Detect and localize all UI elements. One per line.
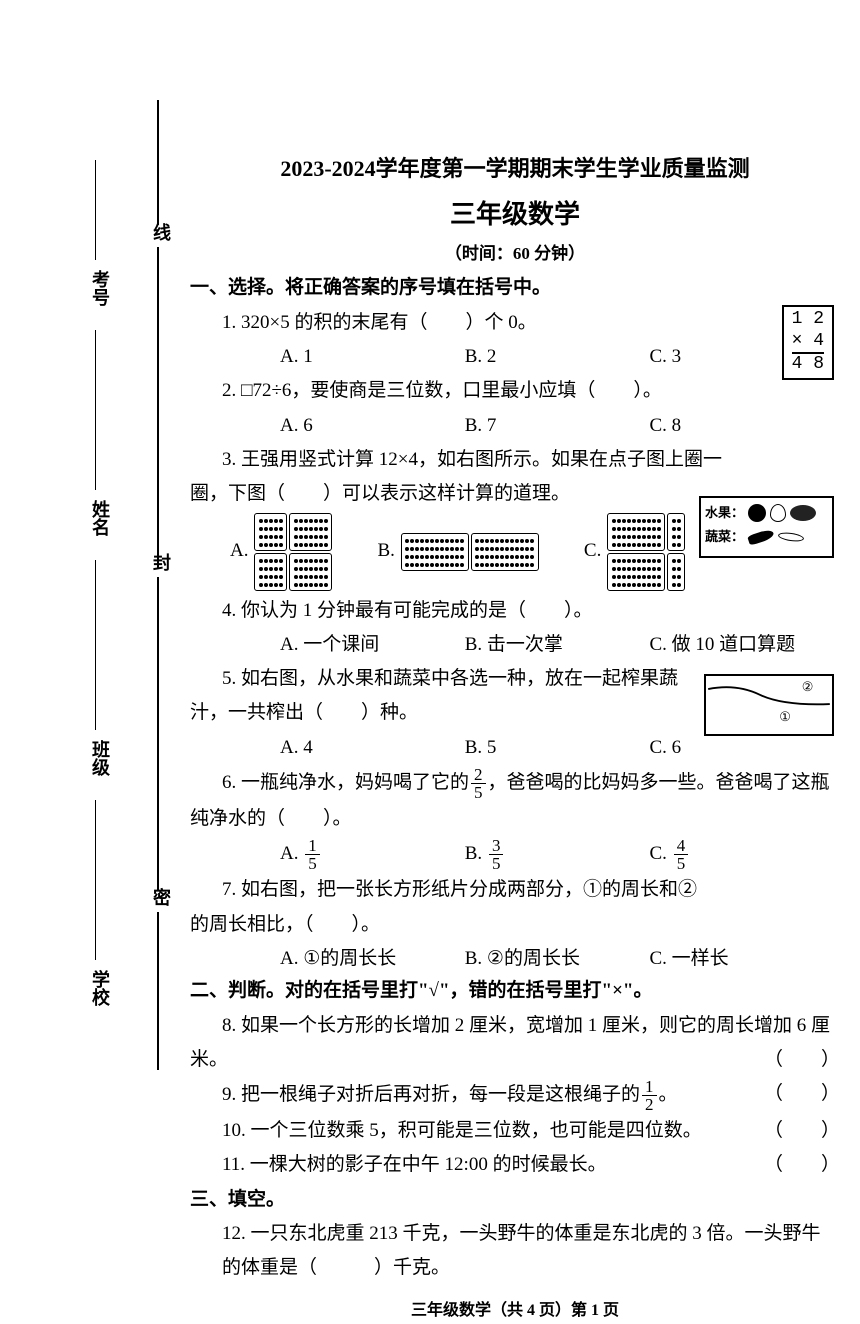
watermelon-icon [790,505,816,521]
q5-opt-b: B. 5 [465,732,645,764]
q3-line1: 3. 王强用竖式计算 12×4，如右图所示。如果在点子图上圈一 [190,444,840,476]
q3-opt-b: B. [377,513,538,591]
q10-paren: （ ） [764,1115,840,1147]
q6-options: A. 15 B. 35 C. 45 [190,837,840,872]
q7-line2: 的周长相比，（ ）。 [190,909,840,941]
peach-icon [748,504,766,522]
rectangle-figure: ② ① [704,674,834,736]
q12-line2: 的体重是（ ）千克。 [190,1252,840,1284]
q1-opt-c: C. 3 [650,341,682,373]
q6-opt-a: A. 15 [280,837,460,872]
q7-line1: 7. 如右图，把一张长方形纸片分成两部分，①的周长和② [190,874,840,906]
binding-char-mi: 密 [148,888,174,906]
q6-frac-main: 25 [471,766,486,801]
q3-opt-a: A. [230,513,332,591]
q9-frac: 12 [642,1078,657,1113]
q1-options: A. 1 B. 2 C. 3 [190,341,840,373]
page-title: 2023-2024学年度第一学期期末学生学业质量监测 [190,150,840,187]
q11-paren: （ ） [764,1149,840,1181]
veg-label: 蔬菜： [705,526,744,548]
page-subtitle: 三年级数学 [190,193,840,237]
q9: 9. 把一根绳子对折后再对折，每一段是这根绳子的12。 （ ） [190,1078,840,1113]
q9-content: 9. 把一根绳子对折后再对折，每一段是这根绳子的12。 [222,1078,678,1113]
q3-opt-b-label: B. [377,535,394,567]
q2-text: 2. □72÷6，要使商是三位数，口里最小应填（ ）。 [190,375,840,407]
q8-line1: 8. 如果一个长方形的长增加 2 厘米，宽增加 1 厘米，则它的周长增加 6 厘 [190,1010,840,1042]
exam-content: 2023-2024学年度第一学期期末学生学业质量监测 三年级数学 （时间：60 … [190,150,840,1324]
q1-opt-b: B. 2 [465,341,645,373]
dot-diagram-c [607,513,685,591]
q1-text: 1. 320×5 的积的末尾有（ ）个 0。 [190,307,840,339]
veg-row: 蔬菜： [705,526,828,548]
q2-opt-a: A. 6 [280,410,460,442]
fruit-row: 水果： [705,502,828,524]
q4-opt-b: B. 击一次掌 [465,629,645,661]
dot-diagram-b [401,533,539,571]
q10-text: 10. 一个三位数乘 5，积可能是三位数，也可能是四位数。 [222,1115,702,1147]
q2-options: A. 6 B. 7 C. 8 [190,410,840,442]
q6-opt-c: C. 45 [650,837,691,872]
q4-text: 4. 你认为 1 分钟最有可能完成的是（ ）。 [190,595,840,627]
fruit-veg-figure: 水果： 蔬菜： [699,496,834,558]
label-class: 班级 [87,740,113,776]
q1-opt-a: A. 1 [280,341,460,373]
q9-text-a: 9. 把一根绳子对折后再对折，每一段是这根绳子的 [222,1084,640,1105]
binding-char-feng: 封 [148,553,174,571]
section-1-heading: 一、选择。将正确答案的序号填在括号中。 [190,272,840,304]
q5-opt-a: A. 4 [280,732,460,764]
q5-opt-c: C. 6 [650,732,682,764]
mult-row1: 1 2 [792,309,824,331]
q6-line2: 纯净水的（ ）。 [190,803,840,835]
label-underline [95,160,96,260]
binding-margin: 线 封 密 学校 班级 姓名 考号 [105,100,165,1070]
label-underline [95,560,96,730]
q7-options: A. ①的周长长 B. ②的周长长 C. 一样长 [190,943,840,975]
q7-opt-b: B. ②的周长长 [465,943,645,975]
q4-opt-a: A. 一个课间 [280,629,460,661]
q6-text-a: 6. 一瓶纯净水，妈妈喝了它的 [222,772,469,793]
q11-text: 11. 一棵大树的影子在中午 12:00 的时候最长。 [222,1149,607,1181]
q9-text-b: 。 [659,1084,678,1105]
region-2-label: ② [802,679,814,694]
region-1-label: ① [779,709,791,724]
mult-row3: 4 8 [792,354,824,376]
binding-char-xian: 线 [148,223,174,241]
q6-text-b: ，爸爸喝的比妈妈多一些。爸爸喝了这瓶 [488,772,830,793]
q2-opt-c: C. 8 [650,410,682,442]
q2-opt-b: B. 7 [465,410,645,442]
label-examno: 考号 [87,270,113,306]
q7-opt-a: A. ①的周长长 [280,943,460,975]
pear-icon [770,504,786,522]
dot-diagram-a [254,513,332,591]
q4-options: A. 一个课间 B. 击一次掌 C. 做 10 道口算题 [190,629,840,661]
q3-opt-a-label: A. [230,535,248,567]
q6-line1: 6. 一瓶纯净水，妈妈喝了它的25，爸爸喝的比妈妈多一些。爸爸喝了这瓶 [190,766,840,801]
label-name: 姓名 [87,500,113,536]
q4-opt-c: C. 做 10 道口算题 [650,629,796,661]
carrot-icon [778,531,805,543]
q9-paren: （ ） [764,1078,840,1113]
section-3-heading: 三、填空。 [190,1184,840,1216]
multiplication-figure: 1 2 × 4 4 8 [782,305,834,380]
page-footer: 三年级数学（共 4 页）第 1 页 [190,1297,840,1324]
mult-row2: × 4 [792,331,824,355]
label-underline [95,800,96,960]
q10: 10. 一个三位数乘 5，积可能是三位数，也可能是四位数。 （ ） [190,1115,840,1147]
q12-line1: 12. 一只东北虎重 213 千克，一头野牛的体重是东北虎的 3 倍。一头野牛 [190,1218,840,1250]
q8-text: 米。 [190,1044,228,1076]
q7-opt-c: C. 一样长 [650,943,729,975]
label-underline [95,330,96,490]
q8-line2: 米。 （ ） [190,1044,840,1076]
q3-opt-c: C. [584,513,685,591]
duration: （时间：60 分钟） [190,240,840,269]
celery-icon [747,528,775,546]
section-2-heading: 二、判断。对的在括号里打"√"，错的在括号里打"×"。 [190,975,840,1007]
label-school: 学校 [87,970,113,1006]
q8-paren: （ ） [764,1044,840,1076]
q6-opt-b: B. 35 [465,837,645,872]
q11: 11. 一棵大树的影子在中午 12:00 的时候最长。 （ ） [190,1149,840,1181]
q3-opt-c-label: C. [584,535,601,567]
fruit-label: 水果： [705,502,744,524]
